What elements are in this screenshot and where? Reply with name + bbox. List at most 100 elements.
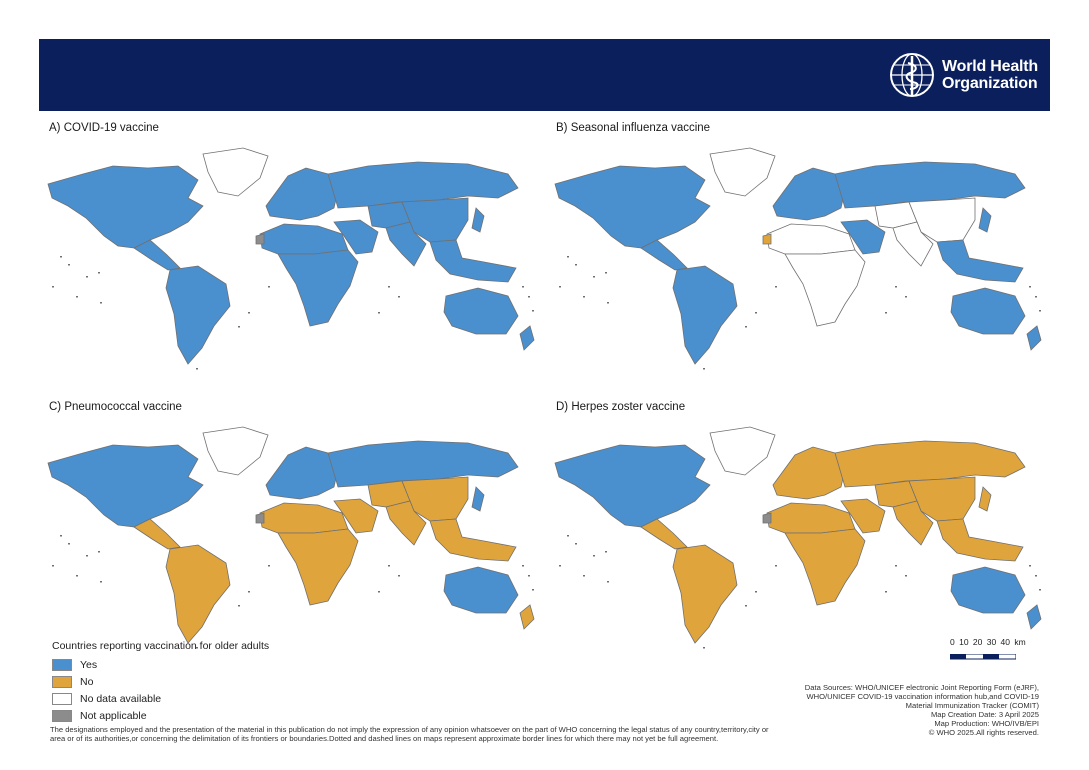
- region-central-america: [640, 239, 688, 271]
- island-dot: [559, 565, 561, 567]
- island-dot: [895, 565, 897, 567]
- sources-line: WHO/UNICEF COVID-19 vaccination informat…: [806, 692, 1039, 701]
- legend-label: No: [80, 675, 94, 688]
- panel-title: A) COVID-19 vaccine: [49, 122, 159, 134]
- region-africa-north: [766, 223, 856, 255]
- island-dot: [607, 581, 609, 583]
- legend-item-no: No: [52, 673, 269, 690]
- island-dot: [100, 302, 102, 304]
- sources-line: Map Creation Date: 3 April 2025: [930, 710, 1039, 719]
- island-dot: [388, 565, 390, 567]
- map-panel-herpes-zoster: D) Herpes zoster vaccine: [545, 401, 1045, 651]
- region-southeast-asia: [936, 239, 1024, 283]
- map-panel-pneumococcal: C) Pneumococcal vaccine: [38, 401, 538, 651]
- island-dot: [567, 535, 569, 537]
- region-south-asia: [892, 500, 934, 546]
- legend-item-yes: Yes: [52, 656, 269, 673]
- island-dot: [268, 565, 270, 567]
- map-legend: Countries reporting vaccination for olde…: [52, 640, 269, 724]
- island-dot: [76, 575, 78, 577]
- island-dot: [68, 264, 70, 266]
- island-dot: [905, 296, 907, 298]
- region-south-america: [672, 544, 738, 644]
- legend-label: Yes: [80, 658, 98, 671]
- region-middle-east: [333, 219, 379, 255]
- island-dot: [388, 286, 390, 288]
- region-southeast-asia: [429, 518, 517, 562]
- island-dot: [522, 565, 524, 567]
- legend-swatch: [52, 658, 72, 671]
- island-dot: [1035, 296, 1037, 298]
- panel-title: B) Seasonal influenza vaccine: [556, 122, 711, 134]
- island-dot: [248, 312, 250, 314]
- island-dot: [532, 310, 534, 312]
- disclaimer-line: The designations employed and the presen…: [50, 725, 769, 734]
- region-central-america: [640, 518, 688, 550]
- panel-title: C) Pneumococcal vaccine: [49, 401, 182, 413]
- region-japan: [471, 207, 485, 233]
- island-dot: [745, 326, 747, 328]
- world-map: [47, 426, 535, 649]
- region-africa-sub: [784, 528, 866, 606]
- island-dot: [1029, 565, 1031, 567]
- region-southeast-asia: [936, 518, 1024, 562]
- region-central-america: [133, 239, 181, 271]
- island-dot: [378, 591, 380, 593]
- region-western-sahara: [762, 512, 772, 524]
- island-dot: [268, 286, 270, 288]
- island-dot: [1029, 286, 1031, 288]
- island-dot: [575, 264, 577, 266]
- world-map: [554, 147, 1042, 370]
- island-dot: [885, 591, 887, 593]
- island-dot: [885, 312, 887, 314]
- who-emblem-icon: [890, 53, 935, 97]
- region-western-sahara: [255, 233, 265, 245]
- region-europe: [772, 167, 846, 221]
- region-japan: [978, 207, 992, 233]
- region-europe: [772, 446, 846, 500]
- island-dot: [775, 565, 777, 567]
- sources-line: Data Sources: WHO/UNICEF electronic Join…: [804, 683, 1039, 692]
- map-panel-influenza: B) Seasonal influenza vaccine: [545, 122, 1045, 372]
- island-dot: [528, 296, 530, 298]
- island-dot: [745, 605, 747, 607]
- region-greenland: [202, 147, 269, 197]
- region-middle-east: [840, 498, 886, 534]
- region-africa-sub: [784, 249, 866, 327]
- island-dot: [593, 276, 595, 278]
- world-map: [47, 147, 535, 370]
- island-dot: [398, 575, 400, 577]
- sources-line: Material Immunization Tracker (COMIT): [905, 701, 1039, 710]
- region-africa-north: [766, 502, 856, 534]
- island-dot: [583, 575, 585, 577]
- island-dot: [398, 296, 400, 298]
- island-dot: [238, 605, 240, 607]
- island-dot: [60, 535, 62, 537]
- island-dot: [60, 256, 62, 258]
- disclaimer: The designations employed and the presen…: [50, 725, 790, 743]
- island-dot: [378, 312, 380, 314]
- island-dot: [605, 272, 607, 274]
- island-dot: [559, 286, 561, 288]
- org-name-line1: World Health: [942, 58, 1038, 75]
- region-new-zealand: [1026, 604, 1042, 630]
- island-dot: [605, 551, 607, 553]
- region-europe: [265, 167, 339, 221]
- region-africa-north: [259, 223, 349, 255]
- legend-item-no-data: No data available: [52, 690, 269, 707]
- region-africa-north: [259, 502, 349, 534]
- island-dot: [775, 286, 777, 288]
- region-south-asia: [385, 500, 427, 546]
- island-dot: [76, 296, 78, 298]
- island-dot: [703, 368, 705, 370]
- island-dot: [1039, 310, 1041, 312]
- island-dot: [528, 575, 530, 577]
- region-southeast-asia: [429, 239, 517, 283]
- region-australia: [443, 287, 519, 335]
- region-greenland: [709, 426, 776, 476]
- region-africa-sub: [277, 528, 359, 606]
- region-middle-east: [333, 498, 379, 534]
- region-greenland: [202, 426, 269, 476]
- map-panel-covid19: A) COVID-19 vaccine: [38, 122, 538, 372]
- region-central-america: [133, 518, 181, 550]
